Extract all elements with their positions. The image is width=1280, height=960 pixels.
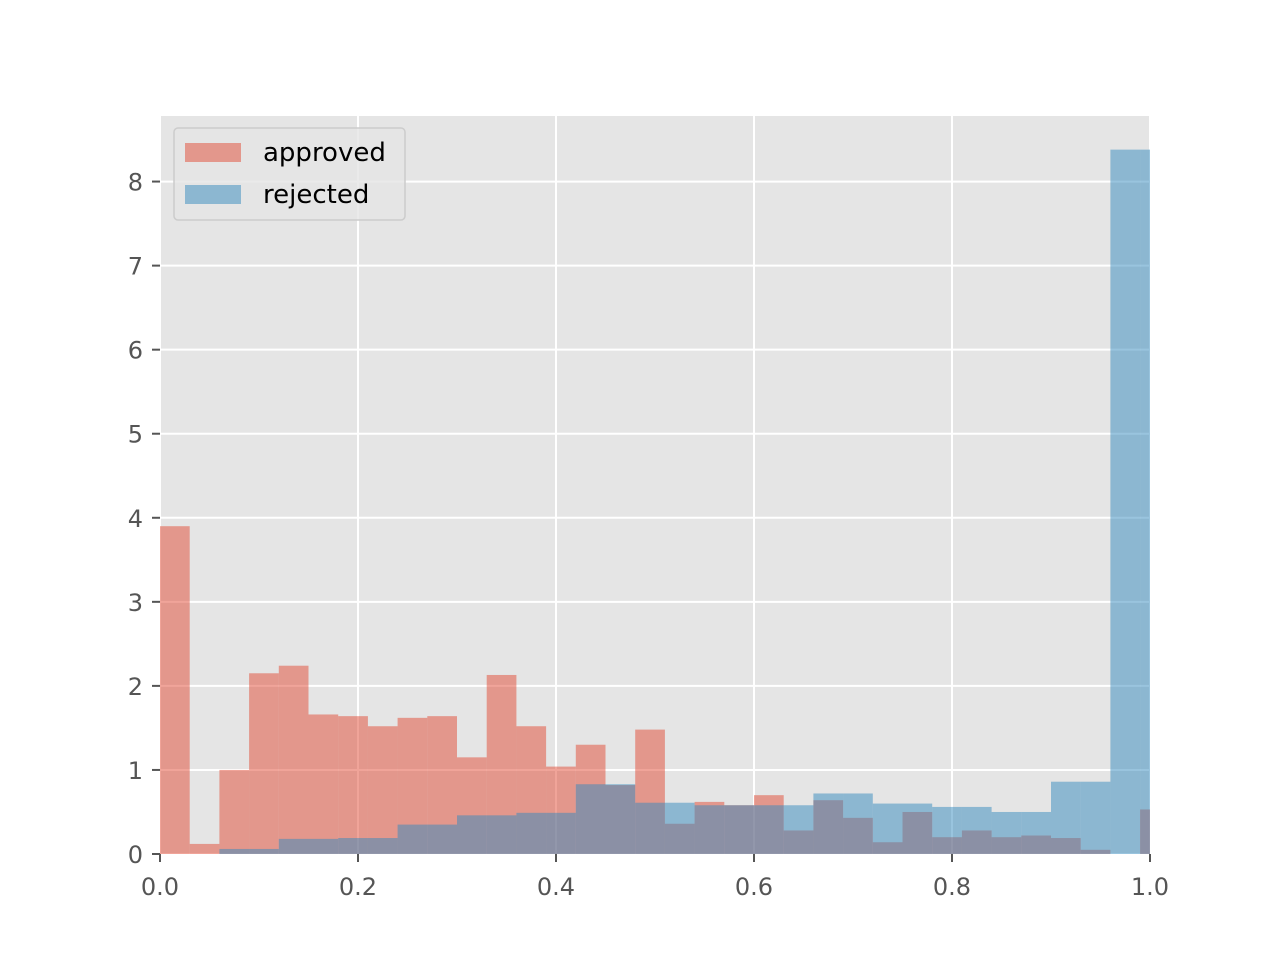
bar-rejected	[605, 784, 636, 854]
rejected-series-bars	[219, 149, 1150, 854]
bar-rejected	[872, 803, 903, 854]
bar-rejected	[308, 838, 339, 854]
bar-rejected	[635, 802, 665, 854]
bar-rejected	[516, 812, 547, 854]
bar-rejected	[575, 784, 606, 854]
y-tick-label: 0	[128, 841, 143, 869]
bar-rejected	[1021, 811, 1051, 854]
bar-approved	[367, 726, 398, 854]
y-tick-label: 8	[128, 169, 143, 197]
bar-rejected	[249, 848, 279, 854]
y-tick-label: 7	[128, 253, 143, 281]
bar-rejected	[546, 812, 576, 854]
bar-rejected	[338, 838, 368, 854]
bar-rejected	[1080, 781, 1111, 854]
bar-rejected	[1051, 781, 1081, 854]
bar-rejected	[1110, 149, 1141, 854]
bar-rejected	[902, 803, 933, 854]
bar-rejected	[754, 805, 784, 854]
legend: approved rejected	[173, 127, 406, 221]
y-tick-label: 5	[128, 421, 143, 449]
x-tick-label: 0.8	[933, 873, 971, 901]
y-tick-label: 1	[128, 757, 143, 785]
bar-rejected	[427, 824, 457, 854]
bar-approved	[160, 526, 190, 854]
y-tick-label: 2	[128, 673, 143, 701]
bar-rejected	[278, 838, 309, 854]
x-tick-label: 0.4	[537, 873, 575, 901]
bar-approved	[249, 673, 279, 854]
bar-approved	[308, 714, 339, 854]
bar-rejected	[1140, 149, 1150, 854]
bar-rejected	[813, 793, 844, 854]
bar-approved	[189, 843, 220, 854]
x-tick-label: 0.2	[339, 873, 377, 901]
bar-rejected	[397, 824, 428, 854]
bar-rejected	[991, 811, 1022, 854]
y-axis-ticks: 0 1 2 3 4 5 6 7 8	[128, 169, 160, 869]
bar-rejected	[843, 793, 873, 854]
y-tick-label: 3	[128, 589, 143, 617]
bar-rejected	[664, 802, 695, 854]
bar-approved	[338, 716, 368, 854]
bar-rejected	[724, 805, 754, 854]
legend-label-rejected: rejected	[263, 180, 369, 210]
x-tick-label: 0.0	[141, 873, 179, 901]
legend-swatch-approved	[185, 143, 241, 162]
y-tick-label: 4	[128, 505, 143, 533]
x-tick-label: 1.0	[1131, 873, 1169, 901]
bar-rejected	[961, 806, 992, 854]
bar-rejected	[457, 815, 487, 854]
x-tick-label: 0.6	[735, 873, 773, 901]
x-axis-ticks: 0.0 0.2 0.4 0.6 0.8 1.0	[141, 854, 1169, 901]
bar-approved	[219, 769, 250, 854]
y-tick-label: 6	[128, 337, 143, 365]
bar-rejected	[783, 805, 814, 854]
bar-rejected	[367, 838, 398, 854]
bar-rejected	[486, 815, 517, 854]
bar-approved	[278, 665, 309, 854]
bar-rejected	[694, 805, 725, 854]
legend-swatch-rejected	[185, 185, 241, 204]
legend-label-approved: approved	[263, 138, 386, 168]
bar-rejected	[219, 848, 250, 854]
bar-rejected	[932, 806, 962, 854]
